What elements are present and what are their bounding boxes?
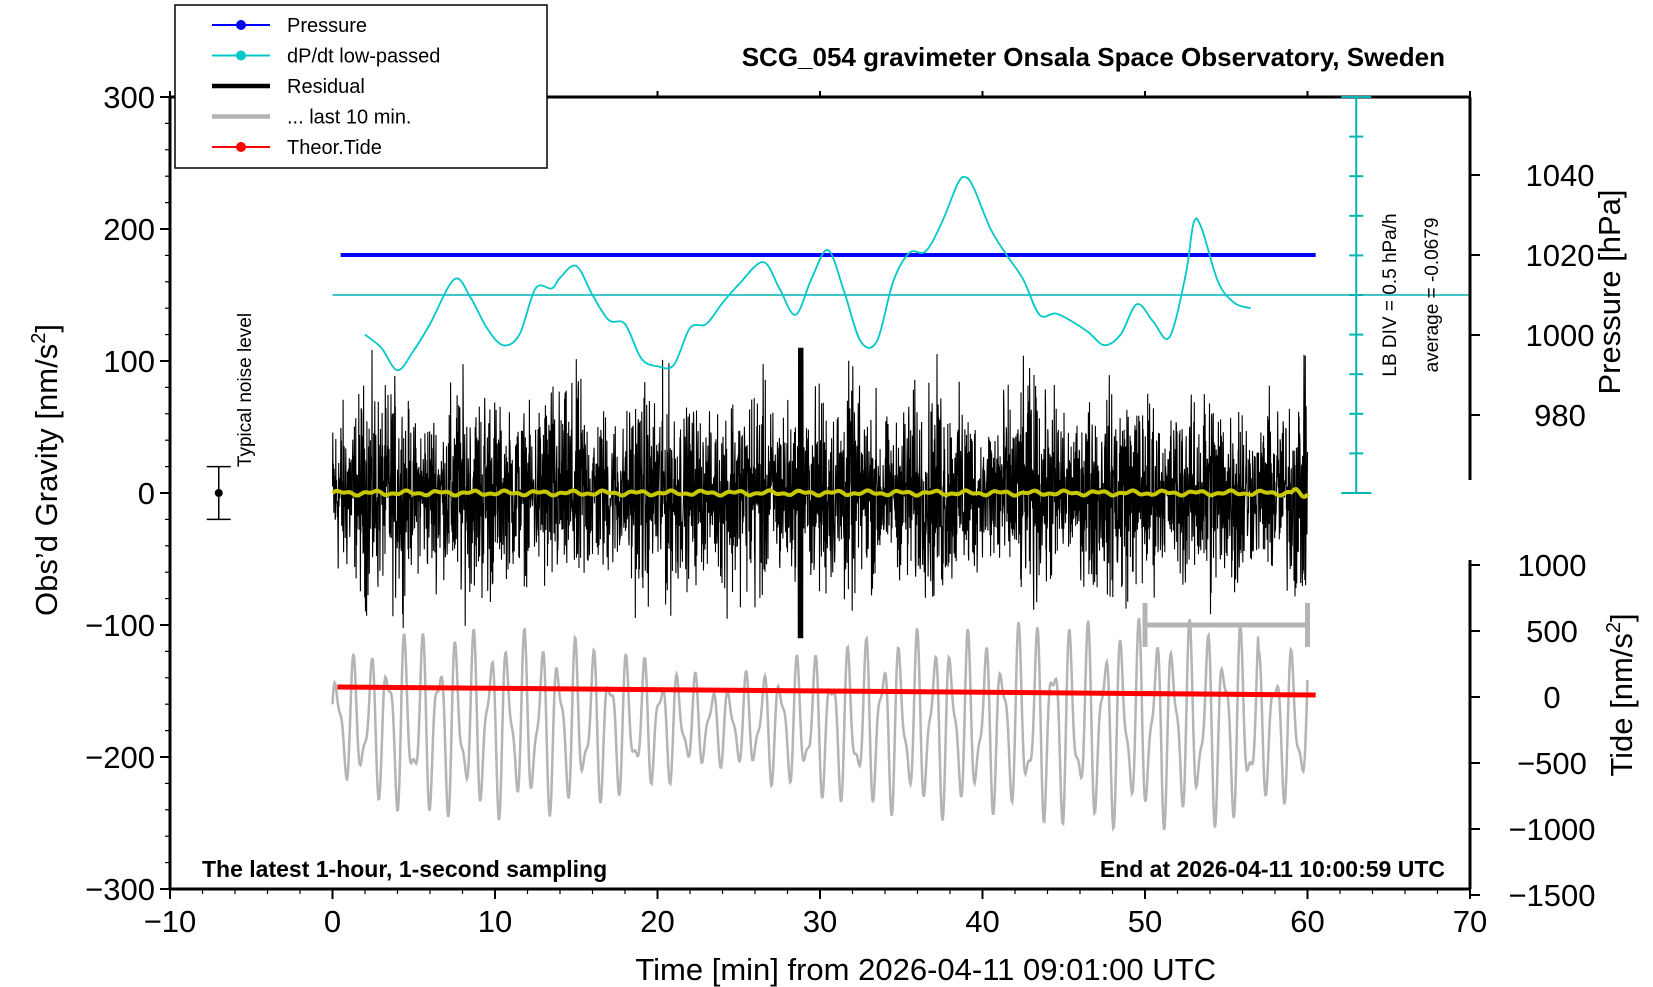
- footer-end-time: End at 2026-04-11 10:00:59 UTC: [1100, 856, 1445, 882]
- x-tick-label: 20: [640, 904, 674, 939]
- tide-tick-label: 500: [1526, 614, 1578, 649]
- x-tick-label: 10: [478, 904, 512, 939]
- legend: Pressure dP/dt low-passed Residual ... last…: [174, 4, 548, 169]
- x-tick-label: 0: [324, 904, 341, 939]
- x-axis-label: Time [min] from 2026-04-11 09:01:00 UTC: [635, 952, 1216, 987]
- x-tick-label: −10: [144, 904, 197, 939]
- pressure-average-label: average = -0.0679: [1422, 218, 1443, 373]
- x-tick-label: 60: [1290, 904, 1324, 939]
- pressure-scale-bar: [1341, 96, 1372, 494]
- y-axis-label-tide: Tide [nm/s2]: [1603, 613, 1639, 776]
- legend-label: Residual: [287, 76, 365, 98]
- y-axis-label-pressure: Pressure [hPa]: [1592, 189, 1627, 394]
- legend-marker: [236, 50, 246, 61]
- pressure-tick-label: 980: [1534, 398, 1586, 433]
- x-tick-label: 70: [1453, 904, 1487, 939]
- tide-tick-label: 1000: [1518, 548, 1587, 583]
- y-axis-label-tide-text: Tide [nm/s: [1604, 633, 1639, 777]
- last-10-min-bracket: [1142, 603, 1310, 647]
- x-tick-label: 40: [965, 904, 999, 939]
- y-tick-label: 100: [103, 344, 155, 379]
- y-axis-label-gravity-sup: 2: [28, 333, 50, 344]
- chart-title: SCG_054 gravimeter Onsala Space Observat…: [742, 42, 1445, 72]
- footer-sampling-note: The latest 1-hour, 1-second sampling: [202, 856, 607, 882]
- y-tick-label: −300: [85, 872, 155, 907]
- tide-tick-label: −1000: [1508, 812, 1595, 847]
- pressure-tick-label: 1040: [1526, 158, 1595, 193]
- noise-level-label: Typical noise level: [235, 313, 256, 467]
- y-tick-label: 300: [103, 80, 155, 115]
- pressure-tick-label: 1000: [1526, 318, 1595, 353]
- tide-tick-label: 0: [1543, 680, 1560, 715]
- y-axis-label-tide-sup: 2: [1603, 622, 1625, 633]
- legend-label: ... last 10 min.: [287, 107, 412, 129]
- legend-label: dP/dt low-passed: [287, 46, 440, 68]
- y-axis-label-tide-close: ]: [1604, 613, 1639, 622]
- y-axis-label-gravity: Obs’d Gravity [nm/s2]: [28, 324, 64, 616]
- y-axis-label-gravity-text: Obs’d Gravity [nm/s: [29, 344, 64, 616]
- x-tick-label: 50: [1128, 904, 1162, 939]
- legend-label: Pressure: [287, 15, 367, 37]
- theor-tide-line: [337, 684, 1316, 698]
- x-tick-label: 30: [803, 904, 837, 939]
- y-tick-label: −200: [85, 740, 155, 775]
- y-axis-label-gravity-close: ]: [29, 324, 64, 333]
- y-tick-label: 0: [138, 476, 155, 511]
- legend-marker: [236, 20, 246, 30]
- tide-trace-line: [331, 617, 1309, 833]
- dpdt-curve: [364, 175, 1251, 372]
- tide-tick-label: −1500: [1508, 878, 1595, 913]
- legend-marker: [236, 142, 246, 152]
- tide-tick-label: −500: [1517, 746, 1587, 781]
- residual-smoothed-line: [331, 487, 1310, 500]
- legend-label: Theor.Tide: [287, 137, 382, 159]
- data-traces: [331, 175, 1470, 833]
- pressure-tick-label: 1020: [1526, 238, 1595, 273]
- pressure-scale-label: LB DIV = 0.5 hPa/h: [1380, 213, 1401, 376]
- axis-ticks: −10 0 10 20 30 40 50 60 70−300−200−1000100200300…: [85, 80, 1595, 939]
- y-tick-label: −100: [85, 608, 155, 643]
- y-tick-label: 200: [103, 212, 155, 247]
- noise-level-indicator: [206, 465, 231, 521]
- residual-line: [331, 347, 1309, 639]
- noise-level-dot: [214, 489, 223, 497]
